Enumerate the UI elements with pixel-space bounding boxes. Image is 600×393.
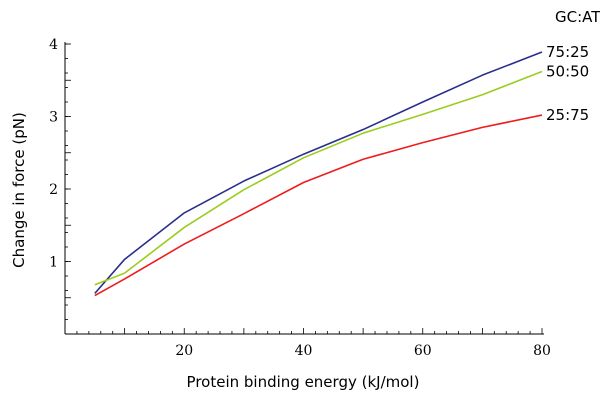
x-tick-label: 80 bbox=[533, 343, 551, 359]
series-label-75-25: 75:25 bbox=[546, 43, 589, 61]
series-line-75-25 bbox=[94, 51, 543, 294]
series-label-25-75: 25:75 bbox=[546, 106, 589, 124]
legend-title: GC:AT bbox=[555, 8, 600, 26]
series-label-50-50: 50:50 bbox=[546, 63, 589, 81]
x-tick-label: 40 bbox=[295, 343, 313, 359]
y-tick-label: 3 bbox=[49, 110, 58, 126]
series-line-25-75 bbox=[94, 114, 543, 297]
y-axis-title: Change in force (pN) bbox=[10, 112, 28, 268]
x-axis-title: Protein binding energy (kJ/mol) bbox=[187, 373, 420, 391]
y-tick-label: 1 bbox=[49, 255, 58, 271]
y-tick-label: 2 bbox=[49, 182, 58, 198]
axes: 20 40 60 80 1 2 3 4 bbox=[49, 37, 551, 359]
x-tick-label: 20 bbox=[175, 343, 193, 359]
series-layer: 75:25 50:50 25:75 bbox=[94, 43, 589, 297]
x-tick-label: 60 bbox=[414, 343, 432, 359]
series-line-50-50 bbox=[94, 70, 543, 286]
y-tick-label: 4 bbox=[49, 37, 58, 53]
